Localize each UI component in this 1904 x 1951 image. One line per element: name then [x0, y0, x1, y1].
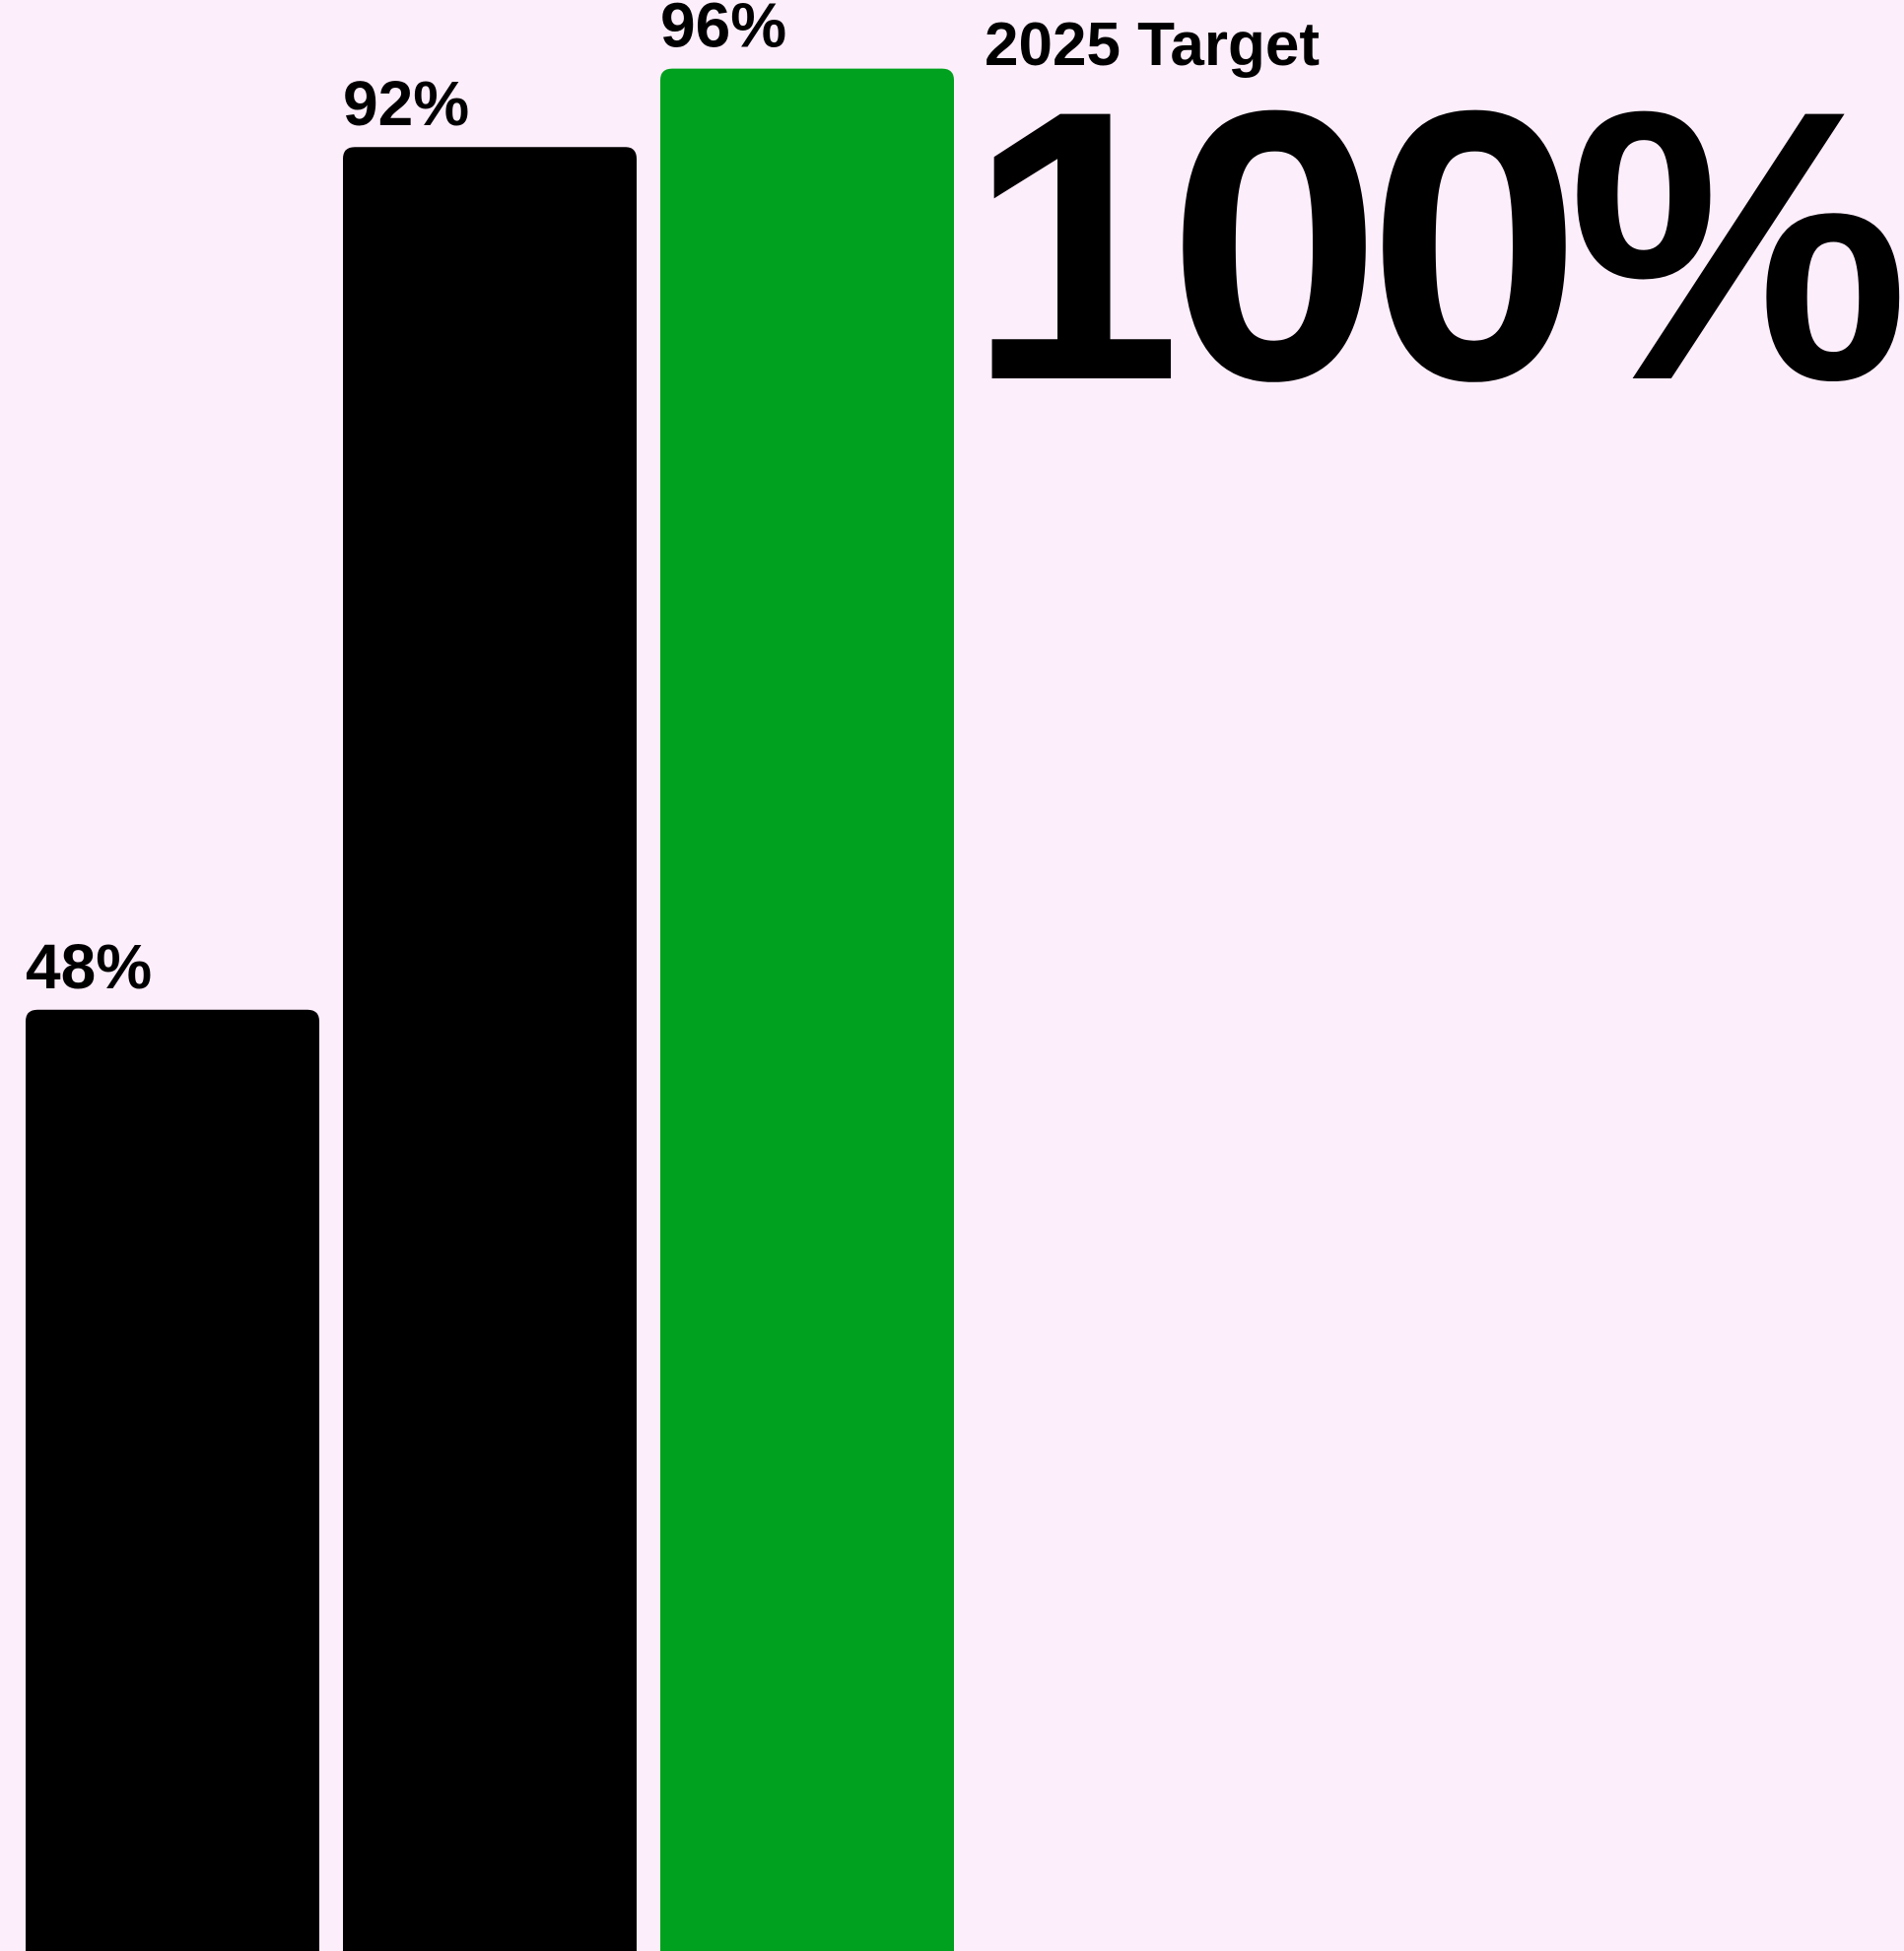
bars-group: [26, 68, 954, 1951]
bar-2-value-label: 92%: [343, 68, 469, 139]
data-labels-group: 48% 92% 96%: [26, 0, 786, 1002]
bar-3: [660, 68, 954, 1951]
bar-1: [26, 1009, 319, 1951]
target-value: 100%: [968, 31, 1904, 460]
target-label: 2025 Target: [985, 11, 1320, 79]
bar-2: [343, 147, 637, 1951]
bar-3-value-label: 96%: [660, 0, 786, 61]
bar-1-value-label: 48%: [26, 931, 152, 1002]
